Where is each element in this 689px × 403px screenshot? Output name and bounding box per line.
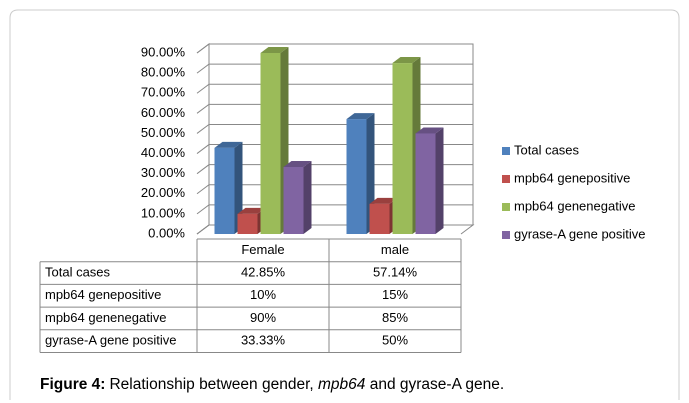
bar-top — [237, 207, 266, 214]
caption-label: Figure 4: — [40, 376, 105, 393]
bar — [369, 203, 390, 234]
table-cell: 15% — [382, 287, 408, 302]
caption: Figure 4: Relationship between gender, mp… — [40, 376, 504, 393]
bar — [283, 166, 304, 234]
table-cell: 42.85% — [241, 264, 286, 279]
caption-text: mpb64 — [318, 376, 366, 393]
y-tick-label: 30.00% — [141, 165, 186, 180]
grid-line — [196, 144, 473, 154]
table-cell: 57.14% — [373, 264, 418, 279]
legend-swatch — [502, 231, 510, 239]
bar-side — [435, 127, 444, 234]
table-cell: 90% — [250, 310, 276, 325]
table-cell: 10% — [250, 287, 276, 302]
y-tick-label: 10.00% — [141, 205, 186, 220]
y-tick-label: 90.00% — [141, 44, 186, 59]
y-tick-label: 80.00% — [141, 65, 186, 80]
bar-top — [346, 113, 375, 120]
bar-side — [303, 160, 312, 234]
legend-label: Total cases — [514, 142, 580, 157]
bar-top — [392, 57, 421, 64]
bar — [214, 147, 235, 234]
grid-line — [196, 184, 473, 195]
bar — [260, 53, 281, 234]
side-wall — [196, 43, 210, 235]
bar-top — [283, 160, 312, 167]
table-row-label: Total cases — [45, 264, 111, 279]
y-tick-label: 50.00% — [141, 125, 186, 140]
legend-swatch — [502, 203, 510, 211]
table-header: Female — [241, 242, 284, 257]
caption-text: and gyrase-A gene. — [365, 376, 504, 393]
bar — [415, 133, 436, 234]
y-tick-label: 70.00% — [141, 85, 186, 100]
legend-swatch — [502, 175, 510, 183]
table-row-label: mpb64 genenegative — [45, 310, 166, 325]
grid-line — [196, 123, 473, 134]
legend-swatch — [502, 147, 510, 155]
grid-line — [196, 63, 473, 74]
grid-line — [196, 83, 473, 94]
figure-border — [9, 9, 680, 400]
grid-line — [196, 103, 473, 114]
y-tick-label: 20.00% — [141, 185, 186, 200]
bar-top — [415, 127, 444, 134]
y-tick-label: 40.00% — [141, 145, 186, 160]
bar-side — [234, 141, 243, 234]
legend-label: mpb64 genenegative — [514, 198, 635, 213]
y-tick-label: 0.00% — [148, 225, 185, 240]
legend-label: mpb64 genepositive — [514, 170, 630, 185]
bar-top — [369, 197, 398, 204]
bar — [392, 63, 413, 234]
y-tick-label: 60.00% — [141, 105, 186, 120]
bar-top — [260, 47, 289, 53]
legend-label: gyrase-A gene positive — [514, 226, 646, 241]
table-cell: 85% — [382, 310, 408, 325]
table-row-label: mpb64 genepositive — [45, 287, 161, 302]
table-cell: 50% — [382, 333, 408, 348]
bar — [237, 213, 258, 234]
table-header: male — [381, 242, 409, 257]
bar-top — [214, 141, 243, 148]
grid-line — [196, 164, 473, 175]
table-row-label: gyrase-A gene positive — [45, 333, 177, 348]
bar — [346, 119, 367, 234]
grid-line — [196, 43, 473, 54]
caption-text: Relationship between gender, — [109, 376, 318, 393]
table-cell: 33.33% — [241, 333, 286, 348]
